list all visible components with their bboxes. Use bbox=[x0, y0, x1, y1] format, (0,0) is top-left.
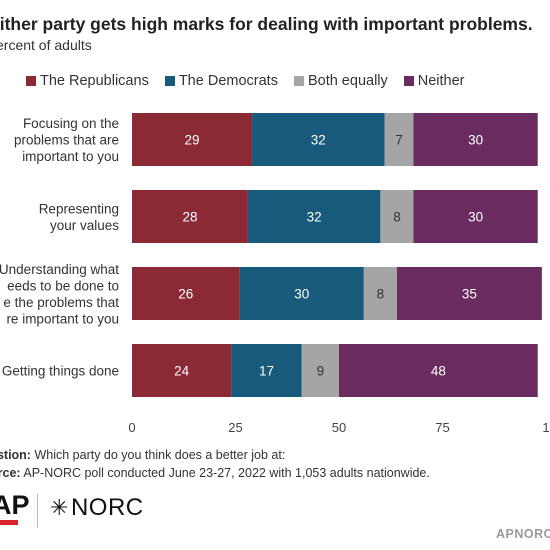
bar-republicans bbox=[132, 267, 240, 320]
question-note: estion: Which party do you think does a … bbox=[0, 446, 430, 464]
bar-democrats bbox=[231, 344, 302, 397]
category-label: Representing bbox=[39, 201, 119, 216]
ap-logo: AP bbox=[0, 490, 30, 526]
data-label-both-equally: 7 bbox=[395, 133, 403, 148]
bar-republicans bbox=[132, 113, 253, 166]
data-label-neither: 35 bbox=[462, 287, 477, 302]
bar-both-equally bbox=[301, 344, 339, 397]
legend-label-republicans: The Republicans bbox=[40, 73, 149, 89]
legend-swatch-republicans bbox=[26, 76, 36, 86]
data-label-democrats: 17 bbox=[259, 364, 274, 379]
data-label-democrats: 30 bbox=[294, 287, 309, 302]
footer-tag: APNORC. bbox=[496, 527, 550, 541]
legend-item-neither: Neither bbox=[403, 73, 465, 89]
bar-republicans bbox=[132, 190, 248, 243]
legend-swatch-democrats bbox=[164, 76, 175, 86]
logo-divider bbox=[37, 494, 38, 528]
source-note: urce: AP-NORC poll conducted June 23-27,… bbox=[0, 464, 430, 482]
data-label-neither: 30 bbox=[468, 133, 483, 148]
bar-neither bbox=[413, 113, 538, 166]
bar-democrats bbox=[239, 267, 364, 320]
legend-swatch-both-equally bbox=[293, 76, 304, 86]
category-label: problems that are bbox=[14, 133, 119, 148]
legend-item-republicans: The Republicans bbox=[26, 73, 149, 89]
stacked-bar-chart: 29 32 7 30 Focusing on the problems that arei… bbox=[0, 113, 550, 435]
norc-logo-text: NORC bbox=[70, 494, 144, 521]
bar-both-equally bbox=[384, 113, 414, 166]
data-label-republicans: 26 bbox=[178, 287, 193, 302]
question-text: Which party do you think does a better j… bbox=[30, 448, 286, 462]
data-label-both-equally: 9 bbox=[317, 364, 325, 379]
bar-neither bbox=[413, 190, 538, 243]
data-label-neither: 30 bbox=[468, 210, 483, 225]
category-label: Focusing on the bbox=[23, 116, 119, 131]
category-label: Getting things done bbox=[2, 364, 119, 379]
data-label-republicans: 24 bbox=[174, 364, 190, 379]
ap-logo-bar bbox=[0, 520, 18, 525]
norc-logo: ✳ NORC bbox=[50, 494, 144, 522]
x-tick-label: 25 bbox=[228, 420, 242, 435]
legend-label-both-equally: Both equally bbox=[307, 73, 388, 89]
category-label: your values bbox=[50, 218, 119, 233]
data-label-neither: 48 bbox=[431, 364, 446, 379]
bar-republicans bbox=[132, 344, 232, 397]
source-text: AP-NORC poll conducted June 23-27, 2022 … bbox=[20, 466, 430, 480]
data-label-democrats: 32 bbox=[307, 210, 322, 225]
x-tick-label: 1 bbox=[542, 420, 549, 435]
x-tick-label: 75 bbox=[435, 420, 449, 435]
data-label-both-equally: 8 bbox=[393, 210, 401, 225]
bar-neither bbox=[396, 267, 542, 320]
legend: The Republicans The Democrats Both equal… bbox=[26, 73, 481, 89]
x-tick-label: 0 bbox=[128, 420, 135, 435]
ap-logo-text: AP bbox=[0, 490, 30, 520]
chart-notes: estion: Which party do you think does a … bbox=[0, 446, 430, 482]
bar-both-equally bbox=[363, 267, 397, 320]
chart-title: either party gets high marks for dealing… bbox=[0, 14, 533, 34]
category-label: eeds to be done to bbox=[7, 278, 119, 293]
legend-swatch-neither bbox=[403, 76, 414, 86]
data-label-republicans: 29 bbox=[185, 133, 200, 148]
data-label-democrats: 32 bbox=[311, 133, 326, 148]
data-label-republicans: 28 bbox=[182, 210, 197, 225]
category-label: important to you bbox=[22, 149, 119, 164]
legend-label-democrats: The Democrats bbox=[178, 73, 278, 89]
x-tick-label: 50 bbox=[332, 420, 346, 435]
bar-democrats bbox=[247, 190, 381, 243]
bar-both-equally bbox=[380, 190, 414, 243]
legend-item-democrats: The Democrats bbox=[164, 73, 278, 89]
norc-star-icon: ✳ bbox=[50, 495, 69, 520]
bar-neither bbox=[339, 344, 538, 397]
data-label-both-equally: 8 bbox=[377, 287, 385, 302]
category-label: Understanding what bbox=[0, 262, 119, 277]
legend-label-neither: Neither bbox=[417, 73, 465, 89]
question-label: estion: bbox=[0, 448, 31, 462]
category-label: re important to you bbox=[6, 311, 119, 326]
legend-item-both-equally: Both equally bbox=[293, 73, 388, 89]
chart-subtitle: ercent of adults bbox=[0, 37, 92, 53]
bar-democrats bbox=[252, 113, 385, 166]
category-label: e the problems that bbox=[3, 295, 119, 310]
source-label: urce: bbox=[0, 466, 21, 480]
